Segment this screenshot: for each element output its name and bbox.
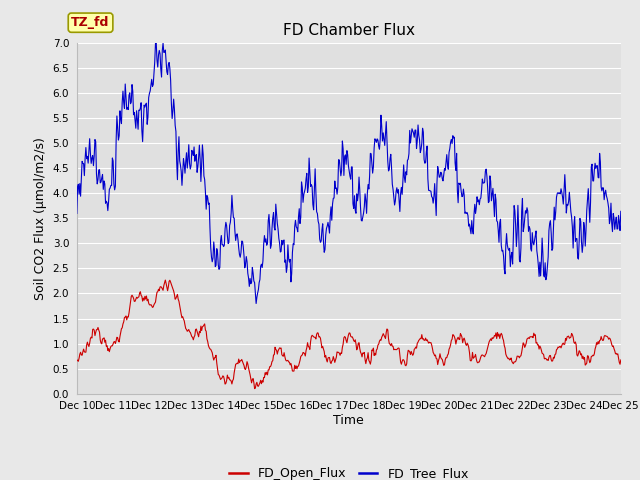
Title: FD Chamber Flux: FD Chamber Flux bbox=[283, 23, 415, 38]
X-axis label: Time: Time bbox=[333, 414, 364, 427]
Y-axis label: Soil CO2 Flux (μmol/m2/s): Soil CO2 Flux (μmol/m2/s) bbox=[34, 137, 47, 300]
Legend: FD_Open_Flux, FD_Tree_Flux: FD_Open_Flux, FD_Tree_Flux bbox=[224, 462, 474, 480]
Text: TZ_fd: TZ_fd bbox=[72, 16, 109, 29]
